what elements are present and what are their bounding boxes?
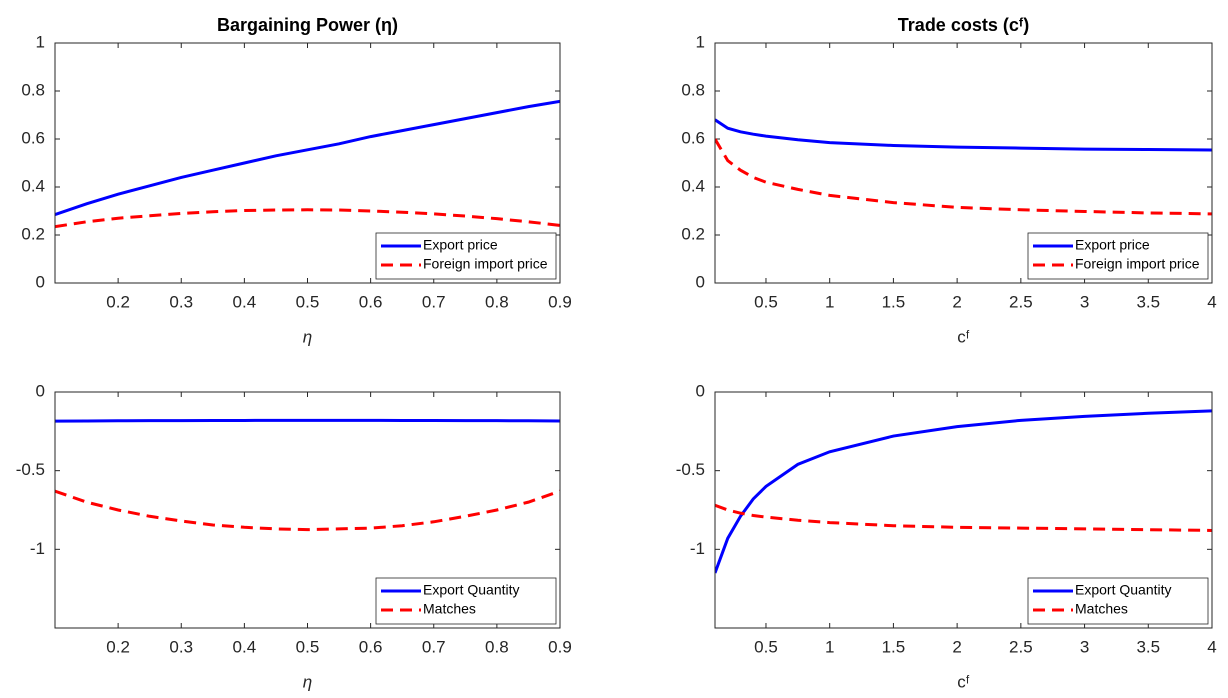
y-tick-label: 0.2	[21, 224, 45, 243]
x-tick-label: 3.5	[1136, 637, 1160, 656]
x-tick-label: 0.9	[548, 637, 572, 656]
x-tick-label: 0.3	[169, 637, 193, 656]
x-tick-label: 0.7	[422, 637, 446, 656]
legend-box	[1027, 577, 1209, 625]
x-tick-label: 1.5	[882, 637, 906, 656]
legend-label: Foreign import price	[423, 256, 548, 272]
x-tick-label: 2.5	[1009, 637, 1033, 656]
y-tick-label: 1	[696, 32, 705, 51]
x-tick-label: 0.5	[296, 637, 320, 656]
x-tick-label: 0.5	[296, 292, 320, 311]
y-tick-label: -0.5	[16, 460, 45, 479]
y-tick-label: 0.8	[21, 80, 45, 99]
series-line	[55, 489, 560, 532]
x-tick-label: 2	[952, 637, 961, 656]
series-line	[55, 99, 560, 217]
legend-box	[1027, 232, 1209, 280]
x-axis-label: cᶠ	[957, 672, 970, 691]
chart-title: Trade costs (cᶠ)	[898, 15, 1029, 35]
legend-box	[375, 232, 557, 280]
y-tick-label: -0.5	[676, 460, 705, 479]
x-tick-label: 0.4	[233, 637, 257, 656]
x-tick-label: 2.5	[1009, 292, 1033, 311]
y-tick-label: 0	[696, 381, 705, 400]
legend-label: Matches	[423, 601, 476, 617]
series-line	[715, 118, 1212, 152]
x-tick-label: 2	[952, 292, 961, 311]
chart-title: Bargaining Power (η)	[217, 15, 398, 35]
x-tick-label: 0.9	[548, 292, 572, 311]
legend-label: Export price	[1075, 237, 1150, 253]
series-line	[715, 503, 1212, 532]
y-tick-label: 0	[36, 381, 45, 400]
y-tick-label: 0.6	[21, 128, 45, 147]
y-tick-label: 0	[696, 272, 705, 291]
axes-box	[714, 391, 1213, 629]
x-tick-label: 0.8	[485, 637, 509, 656]
x-tick-label: 0.2	[106, 292, 130, 311]
x-tick-label: 0.5	[754, 292, 778, 311]
x-axis-label: cᶠ	[957, 327, 970, 346]
legend-label: Matches	[1075, 601, 1128, 617]
x-tick-label: 1.5	[882, 292, 906, 311]
legend: Export Quantity Matches	[375, 577, 557, 625]
x-tick-label: 0.2	[106, 637, 130, 656]
axes-box	[54, 42, 561, 284]
y-tick-label: 1	[36, 32, 45, 51]
y-tick-label: -1	[30, 539, 45, 558]
y-tick-label: -1	[690, 539, 705, 558]
y-tick-label: 0.6	[681, 128, 705, 147]
legend: Export Quantity Matches	[1027, 577, 1209, 625]
x-tick-label: 3.5	[1136, 292, 1160, 311]
y-tick-label: 0.4	[21, 176, 45, 195]
x-tick-label: 0.4	[233, 292, 257, 311]
x-tick-label: 0.6	[359, 292, 383, 311]
y-tick-label: 0.4	[681, 176, 705, 195]
x-tick-label: 3	[1080, 637, 1089, 656]
y-tick-label: 0.2	[681, 224, 705, 243]
x-tick-label: 3	[1080, 292, 1089, 311]
x-tick-label: 1	[825, 292, 834, 311]
x-tick-label: 4	[1207, 637, 1216, 656]
x-axis-label: η	[303, 672, 312, 691]
series-line	[715, 409, 1212, 574]
x-tick-label: 4	[1207, 292, 1216, 311]
x-tick-label: 0.3	[169, 292, 193, 311]
legend: Export price Foreign import price	[375, 232, 557, 280]
y-tick-label: 0	[36, 272, 45, 291]
series-line	[55, 418, 560, 423]
x-tick-label: 0.7	[422, 292, 446, 311]
axes-box	[714, 42, 1213, 284]
y-tick-label: 0.8	[681, 80, 705, 99]
x-tick-label: 1	[825, 637, 834, 656]
legend-label: Export price	[423, 237, 498, 253]
legend: Export price Foreign import price	[1027, 232, 1209, 280]
legend-label: Export Quantity	[1075, 582, 1172, 598]
legend-label: Export Quantity	[423, 582, 520, 598]
legend-box	[375, 577, 557, 625]
x-tick-label: 0.5	[754, 637, 778, 656]
series-line	[55, 208, 560, 229]
x-tick-label: 0.8	[485, 292, 509, 311]
series-line	[715, 138, 1212, 216]
x-tick-label: 0.6	[359, 637, 383, 656]
axes-box	[54, 391, 561, 629]
legend-label: Foreign import price	[1075, 256, 1200, 272]
x-axis-label: η	[303, 327, 312, 346]
